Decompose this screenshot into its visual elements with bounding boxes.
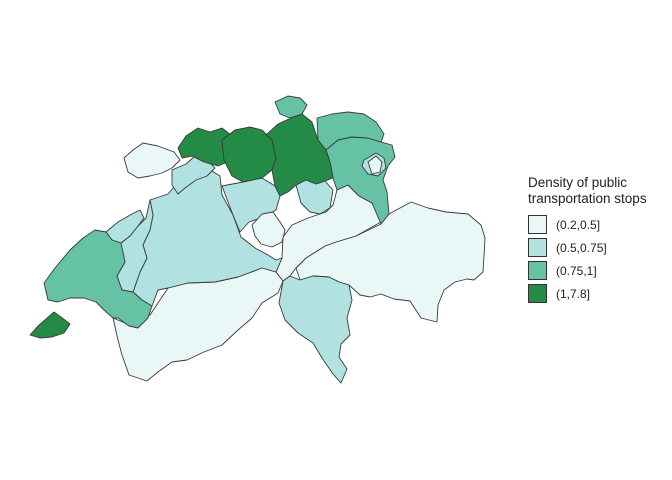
legend-item: (0.75,1] bbox=[528, 259, 647, 282]
region-solothurn[interactable] bbox=[171, 155, 216, 195]
legend-key-4 bbox=[528, 284, 547, 303]
legend-item: (1,7.8] bbox=[528, 282, 647, 305]
legend-label-1: (0.2,0.5] bbox=[556, 217, 601, 232]
region-ticino[interactable] bbox=[278, 275, 353, 384]
legend-label-4: (1,7.8] bbox=[556, 286, 591, 301]
region-geneva[interactable] bbox=[29, 311, 71, 339]
legend-title-line1: Density of public bbox=[528, 175, 628, 190]
legend-item: (0.5,0.75] bbox=[528, 236, 647, 259]
legend-label-3: (0.75,1] bbox=[556, 263, 597, 278]
legend-key-3 bbox=[528, 261, 547, 280]
region-schaffhausen[interactable] bbox=[274, 95, 308, 119]
region-lake-enclave bbox=[367, 155, 383, 175]
map-legend: Density of public transportation stops (… bbox=[528, 175, 647, 305]
region-zug[interactable] bbox=[295, 179, 334, 215]
region-obwalden-nidwalden[interactable] bbox=[251, 211, 286, 248]
legend-label-2: (0.5,0.75] bbox=[556, 240, 607, 255]
region-vaud[interactable] bbox=[43, 229, 153, 329]
legend-item: (0.2,0.5] bbox=[528, 213, 647, 236]
region-jura[interactable] bbox=[123, 142, 181, 179]
legend-key-1 bbox=[528, 215, 547, 234]
legend-key-2 bbox=[528, 238, 547, 257]
legend-title: Density of public transportation stops bbox=[528, 175, 647, 207]
legend-title-line2: transportation stops bbox=[528, 191, 647, 206]
region-zurich[interactable] bbox=[265, 113, 334, 197]
